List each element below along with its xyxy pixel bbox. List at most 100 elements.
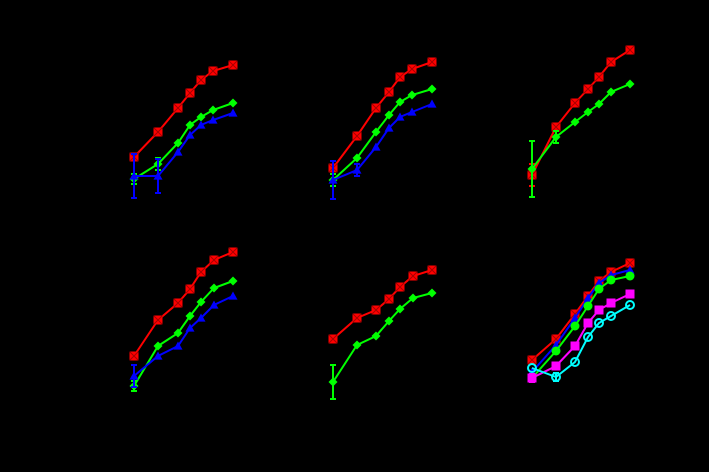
series-blue [527, 265, 635, 376]
triangle-marker [352, 165, 362, 174]
diamond-marker [173, 138, 183, 148]
triangle-marker [395, 112, 405, 121]
circle-marker [583, 301, 593, 311]
series-green [129, 98, 238, 185]
triangle-marker [208, 115, 218, 124]
diamond-marker [371, 331, 381, 341]
open-circle-marker [594, 318, 604, 328]
circle-marker [570, 321, 580, 331]
triangle-marker [129, 371, 139, 380]
triangle-marker [185, 323, 195, 332]
triangle-marker [228, 108, 238, 117]
square-x-marker [407, 64, 417, 74]
diamond-marker [185, 120, 195, 130]
square-marker [570, 341, 580, 351]
series-line [531, 269, 631, 373]
square-marker [606, 298, 616, 308]
square-x-marker [173, 298, 183, 308]
square-x-marker [352, 313, 362, 323]
square-x-marker [384, 87, 394, 97]
triangle-marker [196, 313, 206, 322]
square-x-marker [371, 305, 381, 315]
diamond-marker [328, 377, 338, 387]
chart-panel-4 [129, 247, 238, 392]
series-line [332, 88, 433, 181]
diamond-marker [625, 79, 635, 89]
square-x-marker [408, 271, 418, 281]
square-x-marker [208, 66, 218, 76]
diamond-marker [196, 297, 206, 307]
triangle-marker [196, 120, 206, 129]
series-line [134, 112, 234, 177]
square-x-marker [328, 334, 338, 344]
square-marker [594, 305, 604, 315]
series-green [328, 288, 437, 400]
triangle-marker [328, 175, 338, 184]
square-x-marker [606, 57, 616, 67]
triangle-marker [209, 300, 219, 309]
series-green [527, 271, 635, 383]
square-x-marker [185, 284, 195, 294]
triangle-marker [185, 130, 195, 139]
square-x-marker [395, 282, 405, 292]
open-circle-marker [527, 363, 537, 373]
square-x-marker [427, 57, 437, 67]
series-line [332, 61, 433, 169]
series-red [129, 60, 238, 162]
series-blue [328, 99, 437, 200]
diamond-marker [395, 97, 405, 107]
open-circle-marker [606, 311, 616, 321]
open-circle-marker [583, 332, 593, 342]
square-x-marker [209, 255, 219, 265]
square-x-marker [583, 84, 593, 94]
series-blue [129, 291, 238, 388]
square-x-marker [625, 258, 635, 268]
series-red [129, 247, 238, 361]
square-x-marker [384, 294, 394, 304]
series-line [531, 262, 631, 361]
series-green [129, 276, 238, 392]
diamond-marker [407, 90, 417, 100]
triangle-marker [129, 171, 139, 180]
square-x-marker [427, 265, 437, 275]
square-x-marker [594, 72, 604, 82]
square-x-marker [196, 75, 206, 85]
triangle-marker [570, 313, 580, 322]
diamond-marker [196, 112, 206, 122]
series-blue [129, 108, 238, 199]
square-x-marker [395, 72, 405, 82]
diamond-marker [208, 105, 218, 115]
diamond-marker [209, 283, 219, 293]
circle-marker [606, 275, 616, 285]
diamond-marker [352, 153, 362, 163]
series-magenta [527, 289, 635, 383]
square-x-marker [527, 355, 537, 365]
triangle-marker [384, 123, 394, 132]
square-x-marker [129, 351, 139, 361]
diamond-marker [408, 293, 418, 303]
diamond-marker [371, 127, 381, 137]
square-x-marker [228, 247, 238, 257]
square-x-marker [185, 88, 195, 98]
diamond-marker [606, 87, 616, 97]
square-x-marker [352, 131, 362, 141]
square-x-marker [570, 98, 580, 108]
diamond-marker [570, 117, 580, 127]
diamond-marker [228, 98, 238, 108]
square-x-marker [371, 103, 381, 113]
chart-panel-3 [527, 45, 635, 198]
square-marker [527, 373, 537, 383]
diamond-marker [228, 276, 238, 286]
diamond-marker [395, 304, 405, 314]
triangle-marker [583, 293, 593, 302]
series-line [332, 103, 433, 181]
triangle-marker [173, 341, 183, 350]
series-red [328, 265, 437, 344]
square-x-marker [228, 60, 238, 70]
circle-marker [551, 346, 561, 356]
diamond-marker [551, 132, 561, 142]
triangle-marker [594, 278, 604, 287]
chart-panel-6 [527, 258, 635, 383]
triangle-marker [228, 291, 238, 300]
chart-panel-1 [129, 60, 238, 199]
